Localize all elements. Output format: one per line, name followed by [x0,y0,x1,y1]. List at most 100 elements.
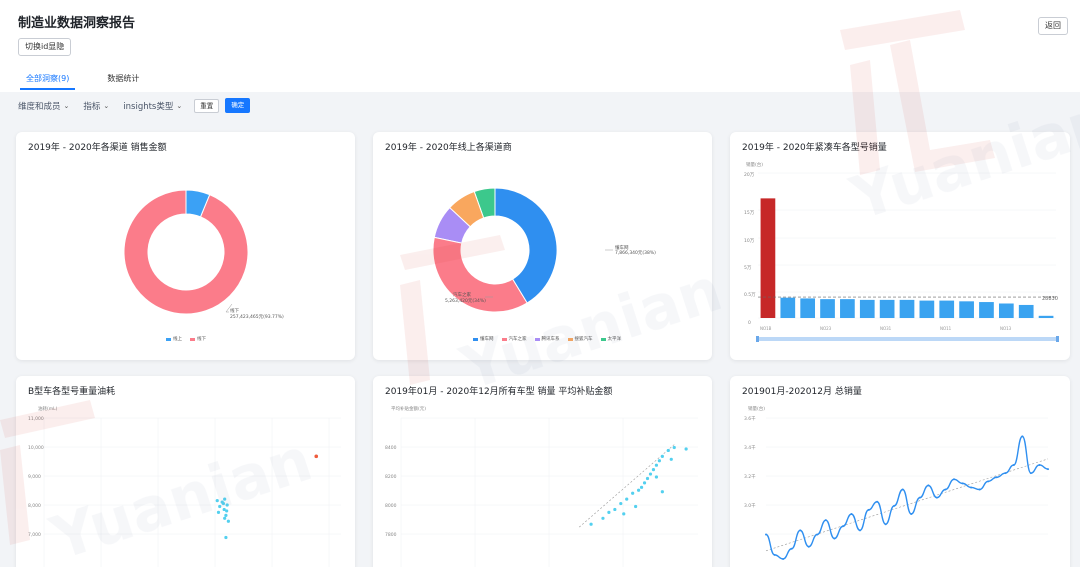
line-point [995,476,998,479]
scatter-point [224,513,228,517]
scatter-point [223,516,227,520]
line-point [765,533,767,536]
tab-all-insights[interactable]: 全部洞察(9) [20,70,76,90]
card-title: B型车各型号重量油耗 [28,387,116,397]
scatter-point [684,447,688,451]
chart-legend: 懂车网 汽车之家 腾讯车系 搜狐汽车 太平洋 [473,336,621,342]
legend-item[interactable]: 线下 [190,336,206,342]
legend-swatch [473,337,478,341]
legend-label: 线下 [197,337,206,342]
line-point [816,533,819,536]
y-tick-label: 10万 [744,238,755,244]
line-point [953,478,955,481]
x-tick-label: NO1B [760,326,772,331]
y-tick-label: 8200 [385,474,397,480]
page-header: 制造业数据洞察报告 切换id显隐 返回 全部洞察(9) 数据统计 [0,0,1080,92]
scatter-point [642,481,647,485]
scroll-handle[interactable] [756,336,759,342]
back-button[interactable]: 返回 [1038,17,1068,35]
scatter-point [223,497,227,501]
bar [919,300,935,318]
series-line [765,435,1049,560]
line-chart: 销量(台) 3.6千 3.4千 3.2千 3.0千 [744,405,1049,560]
y-tick-label: 9,000 [28,474,41,480]
y-tick-label: 11,000 [28,416,44,422]
line-point [1038,463,1041,466]
chevron-down-icon: ⌄ [103,101,110,110]
legend-item[interactable]: 线上 [166,336,182,342]
x-tick-label: NO23 [820,326,832,331]
scroll-handle[interactable] [1056,336,1059,342]
card-title: 2019年 - 2020年各渠道 销售金额 [28,143,167,153]
pie-slice [432,236,528,313]
y-tick-label: 20万 [744,172,755,178]
y-tick-label: 8400 [385,445,397,451]
tab-data-stats[interactable]: 数据统计 [107,74,140,83]
chevron-down-icon: ⌄ [176,101,183,110]
scatter-point [654,475,659,479]
scatter-point [601,516,605,520]
confirm-button[interactable]: 确定 [225,98,251,113]
card-b-fuel[interactable]: B型车各型号重量油耗 油耗(mL) 11,000 10,000 9,000 8,… [16,376,355,567]
bar [899,299,915,318]
filter-metric[interactable]: 指标 ⌄ [83,100,109,112]
legend-swatch [534,337,540,341]
scatter-point [220,500,224,504]
legend-label: 搜狐汽车 [574,337,593,342]
x-tick-label: NO11 [940,326,952,331]
legend-item[interactable]: 太平洋 [600,336,622,342]
callout-value: 7,866,340元(38%) [615,250,656,256]
card-total-sales[interactable]: 201901月-202012月 总销量 销量(台) 3.6千 3.4千 3.2千… [730,376,1070,567]
scatter-chart: 油耗(mL) 11,000 10,000 9,000 8,000 7,000 [28,405,341,567]
scatter-point [613,507,617,512]
line-point [970,486,973,489]
line-point [850,513,853,516]
scatter-point [660,490,664,494]
toggle-id-button[interactable]: 切换id显隐 [18,38,72,56]
filter-dimension-member[interactable]: 维度和成员 ⌄ [18,100,69,112]
line-point [927,484,930,487]
callout-name: 线下 [230,307,239,314]
line-point [893,504,896,507]
scroll-track[interactable] [758,337,1058,341]
line-point [799,529,802,532]
card-online-channels[interactable]: 2019年 - 2020年线上各渠道商 懂车网 7,866,340元(38%) … [373,132,712,360]
card-subsidy[interactable]: 2019年01月 - 2020年12月所有车型 销量 平均补贴金额 平均补贴金额… [373,376,712,567]
bar [939,300,955,318]
average-label: 28830 [1042,296,1058,302]
card-compact-models[interactable]: 2019年 - 2020年紧凑车各型号销量 销量(台) 20万 15万 10万 … [730,132,1070,360]
scatter-point [622,512,626,516]
scatter-point [314,454,319,459]
scatter-point [225,503,229,507]
scatter-point [619,501,623,506]
legend-item[interactable]: 汽车之家 [501,336,527,342]
callout-name: 汽车之家 [453,291,471,298]
pie-slice [448,190,485,228]
reset-button[interactable]: 重置 [194,98,220,113]
line-point [859,529,861,532]
card-channel-sales[interactable]: 2019年 - 2020年各渠道 销售金额 线下 257,423,465元(93… [16,132,355,360]
legend-label: 太平洋 [607,337,622,342]
legend-item[interactable]: 懂车网 [473,336,494,342]
bar [979,302,994,318]
legend-item[interactable]: 腾讯车系 [534,336,560,342]
line-point [1004,472,1007,475]
legend-label: 腾讯车系 [541,337,560,342]
filter-insight-type[interactable]: insights类型 ⌄ [123,100,182,112]
legend-swatch [567,337,573,341]
bar [1018,304,1034,318]
filter-label: 指标 [83,101,101,112]
line-point [987,480,990,483]
line-point [944,488,947,491]
legend-item[interactable]: 搜狐汽车 [567,336,593,342]
line-point [1012,463,1015,466]
y-axis-title: 销量(台) [748,405,765,412]
y-tick-label: 3.0千 [744,502,756,509]
legend-swatch [600,337,606,341]
scatter-point [216,510,221,514]
donut-chart: 懂车网 7,866,340元(38%) 汽车之家 5,263,420元(34%) [432,187,656,313]
y-tick-label: 10,000 [28,445,44,451]
legend-swatch [501,337,507,341]
scatter-point [607,510,611,514]
filter-bar: 维度和成员 ⌄ 指标 ⌄ insights类型 ⌄ 重置 确定 [0,92,1080,122]
